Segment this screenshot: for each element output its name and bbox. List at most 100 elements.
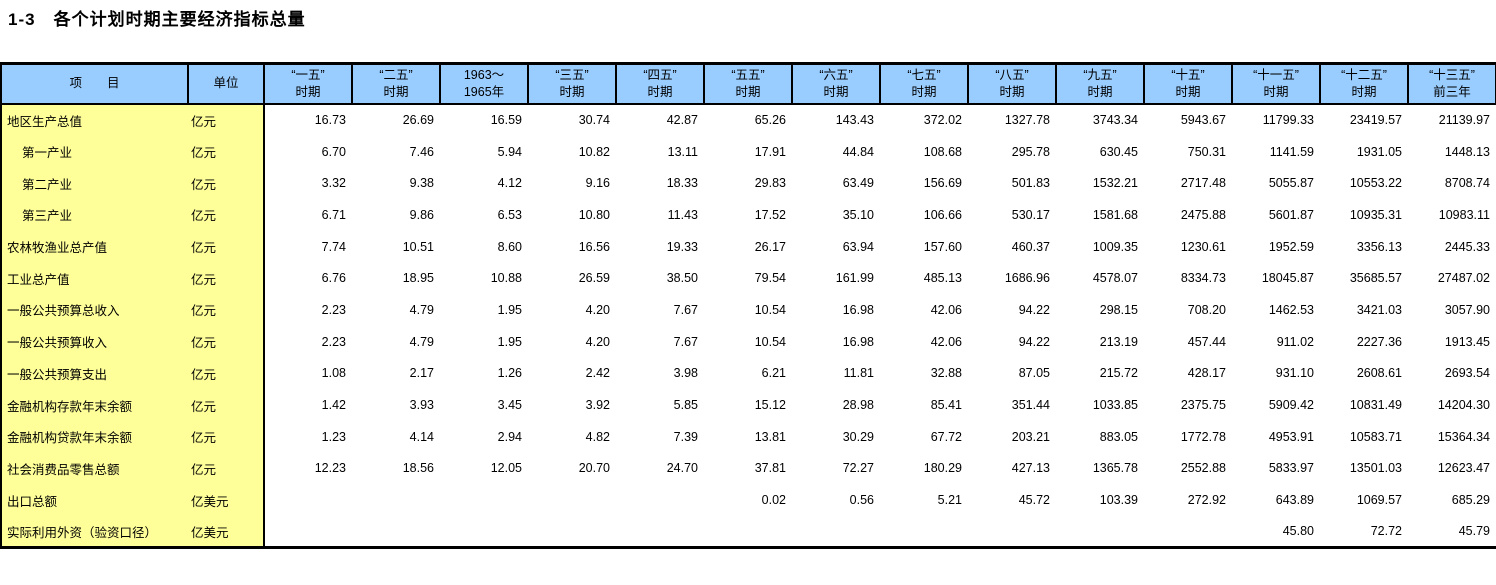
data-cell: 501.83 [1011,176,1050,191]
data-cell: 1327.78 [1004,113,1050,128]
indicators-table: 项 目 单位 “一五” 时期 “二五” 时期 1963～ 1965年 “三五” 时期 “四五” 时… [0,62,1496,550]
period-line2: 时期 [383,85,409,99]
data-cell [264,516,352,548]
data-cell: 12.23 [314,461,346,476]
data-cell: 10831.49 [1349,398,1402,413]
table-row: 工业总产值 亿元 6.76 18.95 10.88 26.59 38.50 79.54 161.… [1,262,1496,295]
data-cell: 1.42 [321,398,346,413]
data-cell: 72.72 [1370,524,1402,539]
data-cell: 1033.85 [1092,398,1138,413]
data-cell [792,516,880,548]
data-cell [528,516,616,548]
data-cell: 9.16 [585,176,610,191]
data-cell: 4.79 [409,302,434,317]
data-cell: 10.80 [578,207,610,222]
data-cell: 7.46 [409,144,434,159]
data-cell [1144,516,1232,548]
data-cell: 6.53 [497,207,522,222]
table-row: 金融机构存款年末余额 亿元 1.42 3.93 3.45 3.92 5.85 15.12 28.… [1,389,1496,421]
data-cell: 10553.22 [1349,176,1402,191]
col-header-unit: 单位 [187,63,264,105]
period-line2: 时期 [1263,85,1289,99]
data-cell [352,516,440,548]
col-header-period: “九五” 时期 [1055,63,1144,105]
period-line2: 前三年 [1433,85,1471,99]
row-unit: 亿元 [188,294,265,326]
data-cell: 630.45 [1099,144,1138,159]
col-header-period: “一五” 时期 [263,63,352,105]
data-cell: 2227.36 [1356,334,1402,349]
data-cell: 17.52 [754,207,786,222]
data-cell: 3.32 [321,176,346,191]
data-cell: 6.70 [321,144,346,159]
data-cell: 3356.13 [1356,239,1402,254]
col-header-period: “十一五” 时期 [1231,63,1320,105]
col-header-period: “二五” 时期 [351,63,440,105]
period-line1: “一五” [291,67,325,82]
data-cell: 23419.57 [1349,113,1402,128]
table-row: 实际利用外资（验资口径） 亿美元 45.80 72.72 45.79 [1,515,1496,548]
row-label: 地区生产总值 [1,104,188,136]
data-cell: 4.12 [497,176,522,191]
period-line2: 时期 [1087,85,1113,99]
data-cell: 24.70 [666,461,698,476]
row-unit: 亿元 [188,262,265,295]
data-cell: 30.74 [578,113,610,128]
data-cell: 10983.11 [1438,207,1490,222]
row-label: 农林牧渔业总产值 [1,230,188,263]
data-cell: 7.67 [673,302,698,317]
data-cell: 1913.45 [1444,334,1490,349]
data-cell: 63.94 [842,239,874,254]
period-line1: “五五” [731,67,765,82]
data-cell: 108.68 [923,144,962,159]
data-cell: 12.05 [490,461,522,476]
data-cell: 63.49 [842,176,874,191]
data-cell: 750.31 [1187,144,1226,159]
row-label: 工业总产值 [1,262,188,295]
table-row: 出口总额 亿美元 0.02 0.56 5.21 45.72 103.39 272.92 643.… [1,484,1496,516]
data-cell: 26.17 [754,239,786,254]
data-cell: 460.37 [1011,239,1050,254]
row-label: 一般公共预算支出 [1,357,188,390]
col-header-period: “三五” 时期 [527,63,616,105]
data-cell: 5055.87 [1268,176,1314,191]
row-unit: 亿元 [188,199,265,231]
data-cell: 42.87 [666,113,698,128]
row-label: 一般公共预算总收入 [1,294,188,326]
data-cell: 0.56 [849,493,874,508]
data-cell: 42.06 [930,302,962,317]
data-cell: 45.79 [1458,524,1490,539]
data-cell: 4.82 [585,429,610,444]
data-cell: 10.54 [754,302,786,317]
data-cell: 1.26 [497,366,522,381]
data-cell: 1772.78 [1180,429,1226,444]
data-cell: 2445.33 [1444,239,1490,254]
data-cell: 106.66 [923,207,962,222]
data-cell: 2375.75 [1180,398,1226,413]
data-cell: 4.79 [409,334,434,349]
data-cell: 5.21 [937,493,962,508]
col-header-period: “十二五” 时期 [1319,63,1408,105]
data-cell: 35.10 [842,207,874,222]
data-cell: 2.23 [321,334,346,349]
data-cell: 530.17 [1011,207,1050,222]
data-cell: 1069.57 [1356,493,1402,508]
data-cell: 5943.67 [1180,113,1226,128]
data-cell [352,484,440,516]
data-cell: 4578.07 [1092,271,1138,286]
row-label: 社会消费品零售总额 [1,452,188,485]
data-cell: 1952.59 [1268,239,1314,254]
period-line1: “四五” [643,67,677,82]
data-cell: 3.45 [497,398,522,413]
data-cell: 6.21 [761,366,786,381]
data-cell: 65.26 [754,113,786,128]
data-cell: 643.89 [1275,493,1314,508]
data-cell: 8708.74 [1444,176,1490,191]
row-unit: 亿元 [188,420,265,453]
data-cell: 708.20 [1187,302,1226,317]
data-cell: 3.98 [673,366,698,381]
data-cell: 32.88 [930,366,962,381]
data-cell: 10935.31 [1349,207,1402,222]
col-header-period: “八五” 时期 [967,63,1056,105]
data-cell: 16.59 [490,113,522,128]
